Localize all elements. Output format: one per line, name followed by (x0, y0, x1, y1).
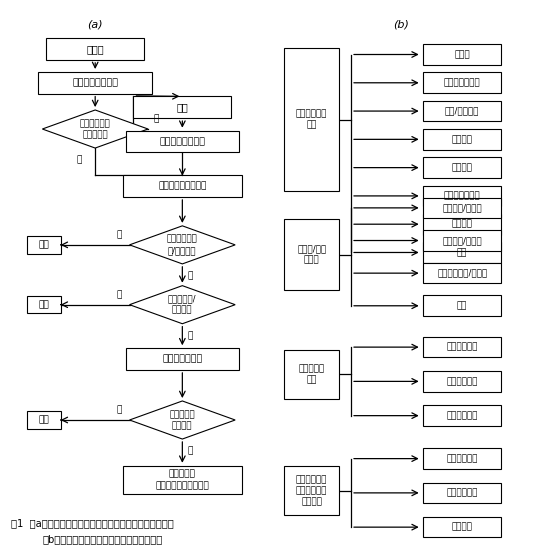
Text: 脲落和释放
评价: 脲落和释放 评价 (299, 364, 325, 385)
FancyBboxPatch shape (423, 405, 501, 426)
FancyBboxPatch shape (423, 100, 501, 122)
Text: 形态学: 形态学 (454, 50, 470, 59)
Text: 图1  （a）应用纳米材料的医疗器械理化性质表征流程图；: 图1 （a）应用纳米材料的医疗器械理化性质表征流程图； (11, 518, 174, 528)
FancyBboxPatch shape (27, 296, 61, 314)
Text: 尺寸和尺寸分布: 尺寸和尺寸分布 (444, 78, 481, 87)
Text: 团聚/聚集状态: 团聚/聚集状态 (445, 107, 480, 115)
Text: 终止: 终止 (39, 240, 50, 249)
FancyBboxPatch shape (46, 38, 144, 60)
FancyBboxPatch shape (284, 219, 340, 290)
FancyBboxPatch shape (423, 214, 501, 235)
Text: 释放颗粒表征: 释放颗粒表征 (446, 377, 478, 386)
Text: 其他: 其他 (457, 301, 467, 310)
Text: 基础理化性质表征: 基础理化性质表征 (72, 78, 118, 87)
Text: 是: 是 (77, 155, 82, 164)
FancyBboxPatch shape (423, 448, 501, 469)
FancyBboxPatch shape (423, 129, 501, 150)
Text: 表面特性: 表面特性 (452, 220, 473, 229)
Text: 蕴积形式表征: 蕴积形式表征 (446, 488, 478, 497)
Text: 否: 否 (116, 230, 122, 240)
FancyBboxPatch shape (284, 48, 340, 191)
Text: 是否与人体直
接/间接接触: 是否与人体直 接/间接接触 (167, 235, 198, 255)
Text: 是否有脱落/
释放风险: 是否有脱落/ 释放风险 (168, 295, 197, 315)
Polygon shape (129, 286, 235, 324)
FancyBboxPatch shape (284, 466, 340, 516)
Text: 是否有进入
体内风险: 是否有进入 体内风险 (170, 410, 195, 430)
FancyBboxPatch shape (123, 175, 242, 197)
FancyBboxPatch shape (423, 371, 501, 392)
FancyBboxPatch shape (123, 466, 242, 494)
Text: 否: 否 (153, 115, 158, 124)
FancyBboxPatch shape (134, 97, 231, 118)
Text: 化学组成稳定/均一性: 化学组成稳定/均一性 (437, 269, 487, 278)
Text: 终止: 终止 (39, 416, 50, 425)
FancyBboxPatch shape (423, 337, 501, 357)
Text: 稳定性和均一性评价: 稳定性和均一性评价 (158, 181, 206, 190)
FancyBboxPatch shape (126, 130, 239, 153)
FancyBboxPatch shape (423, 263, 501, 284)
Text: 比表面积: 比表面积 (452, 163, 473, 172)
FancyBboxPatch shape (423, 73, 501, 93)
FancyBboxPatch shape (423, 185, 501, 206)
Text: 是: 是 (188, 447, 193, 456)
FancyBboxPatch shape (126, 348, 239, 370)
Text: 稳定性/均一
性评价: 稳定性/均一 性评价 (297, 245, 327, 265)
FancyBboxPatch shape (423, 230, 501, 251)
Text: 化学组成和纯度: 化学组成和纯度 (444, 191, 481, 200)
Text: 生物组织中纳
米材料的理化
性质表征: 生物组织中纳 米材料的理化 性质表征 (296, 475, 328, 506)
FancyBboxPatch shape (27, 411, 61, 428)
Text: 原材料: 原材料 (86, 44, 104, 54)
FancyBboxPatch shape (27, 236, 61, 254)
FancyBboxPatch shape (423, 242, 501, 263)
Text: 结构稳定/均一性: 结构稳定/均一性 (443, 236, 482, 245)
FancyBboxPatch shape (423, 295, 501, 316)
FancyBboxPatch shape (423, 157, 501, 178)
Text: 释放离子表征: 释放离子表征 (446, 411, 478, 420)
Text: 基础理化性质
表征: 基础理化性质 表征 (296, 110, 328, 130)
Text: 产品: 产品 (176, 102, 188, 112)
FancyBboxPatch shape (423, 482, 501, 503)
FancyBboxPatch shape (38, 72, 152, 94)
Text: 晋体结构: 晋体结构 (452, 135, 473, 144)
Text: 其他: 其他 (457, 248, 467, 257)
Text: (a): (a) (87, 19, 103, 29)
Text: 生物组织中
纳米材料理化性质表征: 生物组织中 纳米材料理化性质表征 (155, 470, 209, 490)
Text: 结构表征: 结构表征 (452, 523, 473, 532)
Polygon shape (43, 110, 148, 148)
Text: 终产品与原材
料是否一致: 终产品与原材 料是否一致 (80, 119, 110, 139)
Text: （b）各阶段理化性质表征的建议检测项目。: （b）各阶段理化性质表征的建议检测项目。 (43, 534, 163, 544)
Polygon shape (129, 226, 235, 264)
FancyBboxPatch shape (423, 44, 501, 65)
Text: 是: 是 (188, 331, 193, 340)
Text: 粒度稳定/均一性: 粒度稳定/均一性 (443, 203, 482, 213)
Text: 脱落和释放评价: 脱落和释放评价 (162, 355, 203, 364)
Polygon shape (129, 401, 235, 439)
Text: 是: 是 (188, 271, 193, 280)
Text: 释放总量表征: 释放总量表征 (446, 342, 478, 352)
FancyBboxPatch shape (423, 517, 501, 537)
Text: 基础理化性质表征: 基础理化性质表征 (160, 137, 205, 146)
Text: 否: 否 (116, 290, 122, 299)
FancyBboxPatch shape (423, 198, 501, 218)
Text: 否: 否 (116, 406, 122, 415)
Text: (b): (b) (393, 19, 410, 29)
Text: 蕴积总量表征: 蕴积总量表征 (446, 454, 478, 463)
FancyBboxPatch shape (284, 350, 340, 399)
Text: 终止: 终止 (39, 300, 50, 309)
